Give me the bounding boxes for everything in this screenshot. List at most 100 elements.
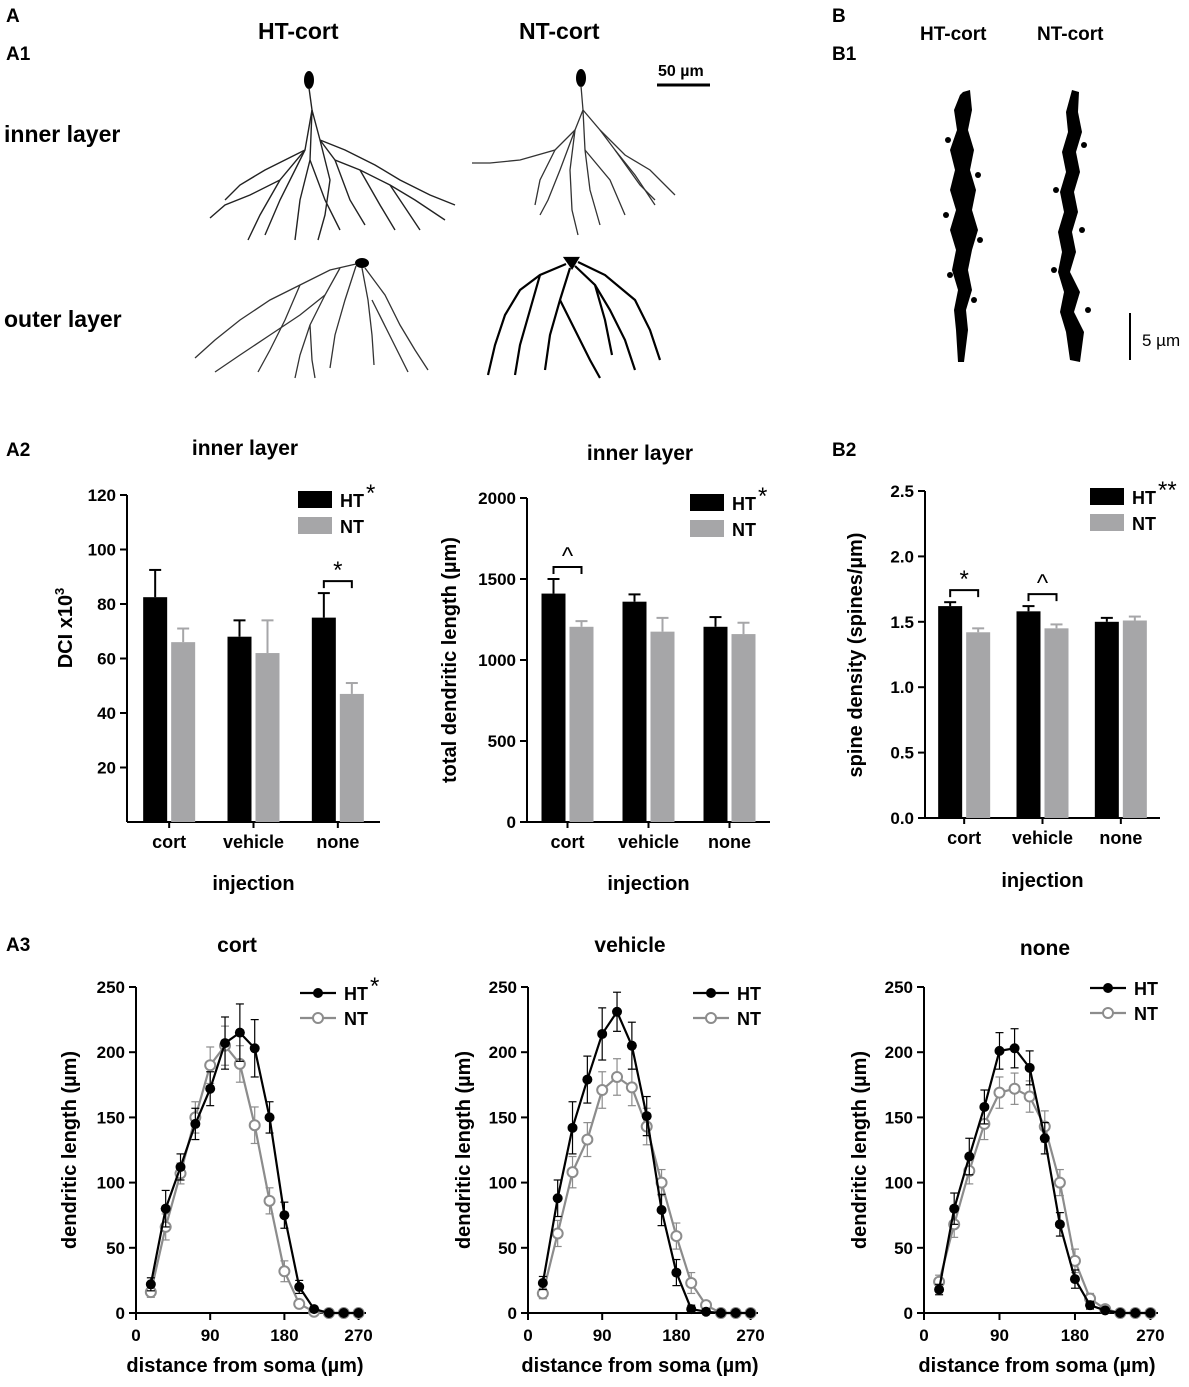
point-ht <box>279 1210 290 1221</box>
significance-mark: * <box>333 557 342 584</box>
y-tick-label: 150 <box>489 1108 517 1127</box>
significance-mark: ^ <box>1037 570 1049 597</box>
point-ht <box>338 1308 349 1318</box>
point-nt <box>670 1230 683 1243</box>
x-tick-label: 270 <box>344 1326 372 1345</box>
legend-significance: ** <box>1158 477 1177 504</box>
legend-label-ht: HT <box>340 491 364 511</box>
bar-nt-vehicle <box>255 653 280 822</box>
legend-swatch-ht <box>690 494 724 511</box>
x-tick-label: 270 <box>1136 1326 1164 1345</box>
point-nt <box>1008 1082 1021 1095</box>
chart-title: inner layer <box>192 437 298 460</box>
significance-bracket <box>949 589 980 598</box>
b1-scale-bar-label: 5 µm <box>1142 331 1181 350</box>
significance-bracket <box>552 566 583 574</box>
chart-sholl-cort: 0 50 100 150 200 250 0 90 180 270 cort distance fro… <box>59 934 379 1377</box>
y-axis-label: spine density (spines/µm) <box>845 533 867 778</box>
legend-label-nt: NT <box>737 1009 761 1029</box>
y-tick-label: 50 <box>106 1239 125 1258</box>
dendrite-ht <box>943 90 983 362</box>
point-ht <box>249 1043 260 1054</box>
y-tick-label: 120 <box>88 486 116 505</box>
point-nt <box>551 1227 564 1240</box>
significance-bracket <box>1027 593 1058 602</box>
x-tick-label: 180 <box>1061 1326 1089 1345</box>
point-ht <box>1115 1308 1126 1318</box>
point-ht <box>1039 1133 1050 1144</box>
point-ht <box>730 1308 741 1318</box>
y-tick-label: 1000 <box>478 651 516 670</box>
y-axis-label: dendritic length (µm) <box>59 1051 81 1249</box>
point-ht <box>1009 1043 1020 1054</box>
point-ht <box>234 1027 245 1038</box>
point-ht <box>1145 1308 1156 1318</box>
y-tick-label: 200 <box>885 1043 913 1062</box>
y-axis-label-main: DCI x10 <box>55 595 77 668</box>
point-ht <box>537 1278 548 1289</box>
y-tick-label: 1.5 <box>890 613 914 632</box>
panel-label-a2: A2 <box>6 440 31 461</box>
chart-sholl-none: 0 50 100 150 200 250 0 90 180 270 none distance fro… <box>849 937 1165 1377</box>
y-tick-label: 0 <box>508 1304 517 1323</box>
legend-marker-ht <box>1103 983 1113 993</box>
x-tick-label: vehicle <box>1012 828 1073 848</box>
x-tick-label: 90 <box>990 1326 1009 1345</box>
y-tick-label: 150 <box>97 1108 125 1127</box>
series-line-nt <box>149 1043 359 1315</box>
bar-ht-none <box>703 626 728 822</box>
point-ht <box>964 1151 975 1162</box>
y-axis-label: dendritic length (µm) <box>849 1051 871 1249</box>
y-axis-label: dendritic length (µm) <box>453 1051 475 1249</box>
point-ht <box>597 1028 608 1039</box>
point-ht <box>626 1040 637 1051</box>
x-axis-label: distance from soma (µm) <box>126 1355 363 1377</box>
y-tick-label: 100 <box>97 1174 125 1193</box>
point-nt <box>1023 1090 1036 1103</box>
y-tick-label: 2000 <box>478 489 516 508</box>
x-tick-label: vehicle <box>223 832 284 852</box>
point-ht <box>686 1304 697 1315</box>
bar-ht-cort <box>143 597 168 822</box>
point-ht <box>949 1203 960 1214</box>
legend-swatch-nt <box>1090 514 1124 531</box>
point-ht <box>264 1112 275 1123</box>
bar-nt-cort <box>171 642 196 822</box>
point-ht <box>715 1308 726 1318</box>
point-ht <box>1069 1274 1080 1285</box>
a1-row-inner-label: inner layer <box>4 121 121 147</box>
dendrite-nt <box>1051 90 1091 362</box>
point-nt <box>278 1265 291 1278</box>
chart-sholl-vehicle: 0 50 100 150 200 250 0 90 180 270 vehicle distance … <box>453 934 765 1377</box>
y-tick-label: 0 <box>904 1304 913 1323</box>
legend-label-nt: NT <box>340 517 364 537</box>
panel-label-a: A <box>6 6 20 27</box>
legend-label-ht: HT <box>732 494 756 514</box>
point-nt <box>566 1166 579 1179</box>
x-tick-label: 0 <box>523 1326 532 1345</box>
bar-nt-cort <box>966 632 991 818</box>
point-ht <box>656 1204 667 1215</box>
y-tick-label: 50 <box>894 1239 913 1258</box>
legend-swatch-nt <box>298 517 332 534</box>
panel-label-b: B <box>832 6 846 27</box>
y-tick-label: 500 <box>488 732 516 751</box>
point-ht <box>323 1308 334 1318</box>
y-tick-label: 200 <box>97 1043 125 1062</box>
x-tick-label: vehicle <box>618 832 679 852</box>
y-tick-label: 60 <box>97 650 116 669</box>
chart-spine-density: 0.0 0.5 1.0 1.5 2.0 2.5 cort * vehicle ^ none injec… <box>845 477 1177 892</box>
y-tick-label: 40 <box>97 704 116 723</box>
panel-label-a3: A3 <box>6 935 31 956</box>
bar-ht-vehicle <box>1016 611 1041 818</box>
panel-label-a1: A1 <box>6 44 31 65</box>
bar-ht-vehicle <box>227 636 252 822</box>
point-nt <box>611 1070 624 1083</box>
significance-bracket <box>322 580 353 589</box>
y-axis-label: DCI x103 <box>52 588 77 669</box>
b1-col-ht-label: HT-cort <box>920 24 987 45</box>
legend-marker-ht <box>313 988 323 998</box>
bar-nt-none <box>1122 620 1147 818</box>
legend-marker-nt <box>1102 1007 1114 1019</box>
y-tick-label: 150 <box>885 1108 913 1127</box>
